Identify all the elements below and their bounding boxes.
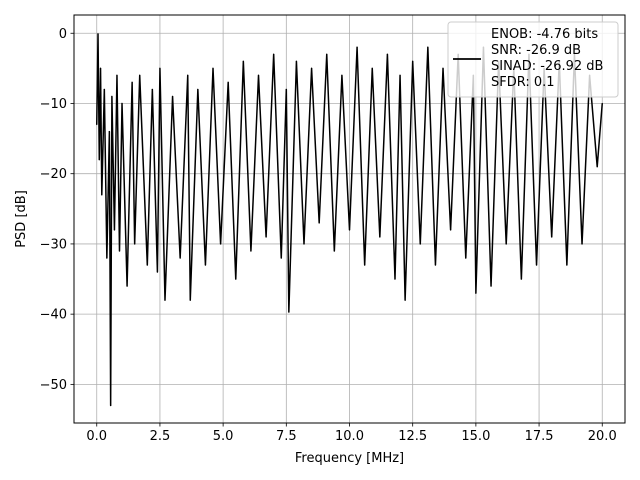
psd-data-point (111, 95, 113, 98)
psd-data-point (98, 159, 100, 161)
psd-data-point (326, 53, 328, 55)
psd-data-point (108, 130, 110, 133)
psd-data-point (404, 299, 406, 301)
psd-data-point (450, 229, 452, 231)
psd-data-point (159, 67, 161, 69)
psd-data-point (280, 257, 282, 259)
psd-data-point (164, 299, 166, 301)
psd-data-point (379, 236, 381, 238)
psd-data-point (121, 102, 123, 105)
psd-data-point (490, 285, 492, 287)
psd-data-point (295, 60, 298, 62)
psd-data-point (156, 271, 159, 273)
psd-data-point (212, 67, 214, 69)
x-tick-label: 0.0 (86, 429, 107, 444)
psd-data-point (419, 243, 421, 245)
psd-data-point (106, 257, 108, 259)
axis-ticks: 0.0 2.5 5.0 7.5 10.0 12.5 15.0 17.5 20.0 0 −10 −20 −… (40, 27, 617, 444)
psd-data-point (151, 88, 153, 91)
psd-data-point (333, 250, 335, 252)
x-tick-label: 17.5 (525, 429, 554, 444)
psd-data-point (505, 243, 507, 245)
x-tick-label: 7.5 (276, 429, 297, 444)
y-tick-label: 0 (59, 27, 67, 42)
psd-data-point (257, 74, 260, 76)
psd-data-point (399, 74, 401, 76)
psd-data-point (318, 222, 320, 224)
psd-data-point (139, 74, 141, 76)
y-tick-label: −40 (40, 308, 67, 323)
psd-data-point (134, 243, 136, 245)
psd-data-point (118, 250, 121, 252)
psd-data-point (427, 46, 429, 48)
psd-data-point (265, 236, 267, 238)
psd-data-point (341, 74, 343, 76)
psd-data-point (126, 285, 128, 287)
psd-data-point (101, 194, 103, 196)
psd-data-point (187, 74, 189, 76)
psd-data-point (97, 33, 99, 35)
psd-data-point (434, 264, 437, 266)
psd-data-point (110, 404, 112, 407)
psd-data-point (465, 257, 467, 259)
psd-data-point (250, 250, 252, 252)
legend-line-snr: SNR: -26.9 dB (491, 43, 581, 58)
legend-line-enob: ENOB: -4.76 bits (491, 27, 598, 42)
psd-data-point (288, 311, 290, 313)
psd-data-point (520, 278, 522, 280)
psd-data-point (113, 229, 116, 231)
psd-data-point (412, 60, 414, 62)
psd-data-point (273, 53, 275, 55)
x-tick-label: 5.0 (213, 429, 234, 444)
x-tick-label: 20.0 (588, 429, 617, 444)
psd-data-point (356, 46, 358, 48)
psd-data-point (394, 278, 396, 280)
psd-data-point (204, 264, 207, 266)
psd-data-point (116, 74, 118, 76)
psd-data-point (303, 243, 305, 245)
legend-box (447, 21, 619, 98)
psd-data-point (189, 299, 191, 301)
psd-data-point (285, 88, 287, 91)
psd-data-point (581, 243, 583, 245)
psd-data-point (386, 53, 389, 55)
psd-data-point (103, 88, 105, 91)
x-tick-label: 2.5 (150, 429, 171, 444)
psd-data-point (220, 243, 222, 245)
x-axis-label: Frequency [MHz] (295, 451, 404, 466)
y-tick-label: −20 (40, 167, 67, 182)
psd-data-point (475, 292, 477, 294)
x-tick-label: 15.0 (461, 429, 490, 444)
psd-data-point (364, 264, 366, 266)
psd-data-point (442, 67, 444, 69)
psd-data-point (601, 102, 603, 105)
x-tick-label: 12.5 (398, 429, 427, 444)
y-axis-label: PSD [dB] (14, 190, 29, 248)
psd-data-point (535, 264, 538, 266)
psd-data-point (551, 236, 553, 238)
psd-data-point (227, 81, 229, 84)
legend: ENOB: -4.76 bits SNR: -26.9 dB SINAD: -2… (447, 21, 619, 98)
psd-data-point (171, 95, 174, 98)
psd-data-point (242, 60, 244, 62)
x-tick-label: 10.0 (335, 429, 364, 444)
psd-data-point (179, 257, 181, 259)
y-tick-label: −10 (40, 97, 67, 112)
psd-data-point (99, 67, 102, 69)
y-tick-label: −50 (40, 378, 67, 393)
psd-data-point (197, 88, 199, 91)
psd-data-point (146, 264, 148, 266)
y-tick-label: −30 (40, 237, 67, 252)
psd-data-point (566, 264, 568, 266)
psd-data-point (310, 67, 313, 69)
psd-data-point (131, 81, 133, 84)
legend-line-sinad: SINAD: -26.92 dB (491, 59, 603, 74)
psd-data-point (96, 123, 98, 126)
psd-data-point (596, 166, 598, 168)
psd-data-point (235, 278, 237, 280)
psd-data-point (371, 67, 373, 69)
psd-data-point (348, 229, 351, 231)
legend-line-sfdr: SFDR: 0.1 (491, 75, 555, 90)
